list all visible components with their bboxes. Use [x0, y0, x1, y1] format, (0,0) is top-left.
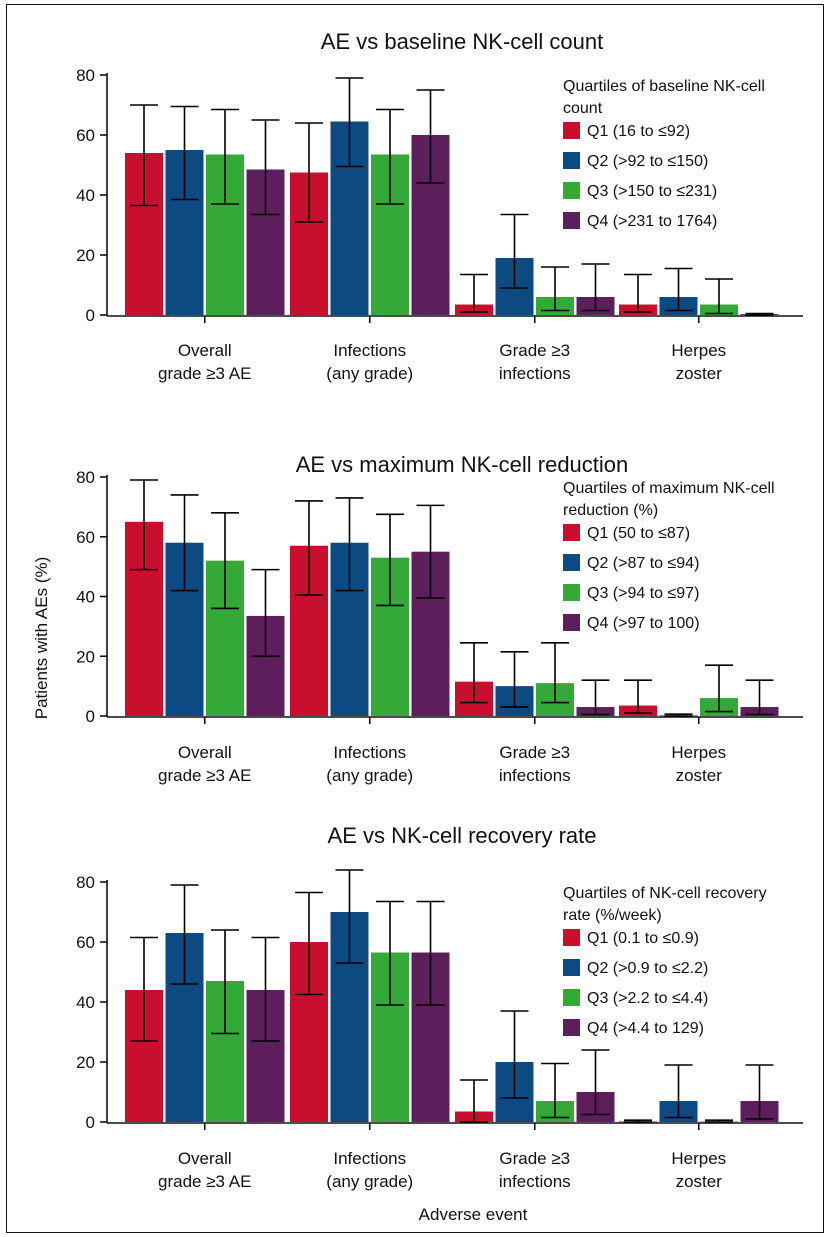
y-tick-label: 80 [76, 873, 95, 892]
x-category-label-line1: Herpes [671, 341, 726, 360]
y-tick-label: 40 [76, 993, 95, 1012]
x-axis-label: Adverse event [419, 1205, 528, 1224]
x-category-label-line2: (any grade) [326, 1172, 413, 1191]
chart-title: AE vs baseline NK-cell count [321, 29, 603, 54]
x-category-label-line2: infections [499, 766, 571, 785]
legend-title-line2: rate (%/week) [563, 907, 662, 924]
y-tick-label: 40 [76, 588, 95, 607]
y-tick-label: 40 [76, 186, 95, 205]
x-category-label-line2: grade ≥3 AE [158, 1172, 251, 1191]
legend-label-q1: Q1 (50 to ≤87) [587, 525, 690, 542]
x-category-label-line2: zoster [676, 364, 723, 383]
figure-svg: Patients with AEs (%) Adverse event AE v… [32, 29, 803, 1224]
legend-title-line1: Quartiles of NK-cell recovery [563, 885, 767, 902]
legend-swatch-q4 [563, 614, 580, 631]
legend-swatch-q4 [563, 212, 580, 229]
legend-swatch-q1 [563, 929, 580, 946]
chart-panel-2: AE vs maximum NK-cell reduction 0 20 40 60 80… [76, 452, 803, 785]
x-category-label-line1: Grade ≥3 [499, 1149, 570, 1168]
legend-title-line2: reduction (%) [563, 502, 658, 519]
y-tick-label: 0 [86, 306, 95, 325]
y-tick-label: 60 [76, 528, 95, 547]
legend-swatch-q4 [563, 1019, 580, 1036]
legend-swatch-q1 [563, 122, 580, 139]
legend-title-line1: Quartiles of maximum NK-cell [563, 480, 775, 497]
y-tick-label: 60 [76, 933, 95, 952]
y-tick-label: 80 [76, 66, 95, 85]
legend-swatch-q3 [563, 989, 580, 1006]
y-axis-label: Patients with AEs (%) [32, 557, 51, 720]
x-category-label-line1: Herpes [671, 743, 726, 762]
legend-swatch-q2 [563, 152, 580, 169]
x-category-label-line2: zoster [676, 1172, 723, 1191]
x-category-label-line2: (any grade) [326, 766, 413, 785]
x-category-label-line2: grade ≥3 AE [158, 364, 251, 383]
x-category-label-line2: infections [499, 364, 571, 383]
legend-label-q2: Q2 (>87 to ≤94) [587, 555, 699, 572]
x-category-label-line2: infections [499, 1172, 571, 1191]
x-category-label-line1: Infections [333, 743, 406, 762]
legend-swatch-q3 [563, 584, 580, 601]
x-category-label-line1: Overall [178, 743, 232, 762]
x-category-label-line1: Herpes [671, 1149, 726, 1168]
y-tick-label: 60 [76, 126, 95, 145]
legend-label-q1: Q1 (16 to ≤92) [587, 123, 690, 140]
x-category-label-line1: Infections [333, 341, 406, 360]
x-category-label-line2: grade ≥3 AE [158, 766, 251, 785]
legend-label-q3: Q3 (>2.2 to ≤4.4) [587, 990, 708, 1007]
chart-panel-3: AE vs NK-cell recovery rate 0 20 40 60 80 Over… [76, 823, 803, 1191]
y-tick-label: 20 [76, 1053, 95, 1072]
y-tick-label: 20 [76, 246, 95, 265]
chart-title: AE vs NK-cell recovery rate [328, 823, 597, 848]
x-category-label-line1: Overall [178, 1149, 232, 1168]
legend-title-line2: count [563, 100, 603, 117]
legend-swatch-q2 [563, 959, 580, 976]
x-category-label-line2: (any grade) [326, 364, 413, 383]
y-tick-label: 0 [86, 1113, 95, 1132]
legend-label-q4: Q4 (>97 to 100) [587, 615, 700, 632]
figure-frame: Patients with AEs (%) Adverse event AE v… [6, 4, 824, 1233]
chart-title: AE vs maximum NK-cell reduction [296, 452, 629, 477]
legend-label-q2: Q2 (>0.9 to ≤2.2) [587, 960, 708, 977]
legend-title-line1: Quartiles of baseline NK-cell [563, 78, 765, 95]
legend-swatch-q1 [563, 524, 580, 541]
x-category-label-line1: Overall [178, 341, 232, 360]
legend-label-q2: Q2 (>92 to ≤150) [587, 153, 708, 170]
legend-label-q3: Q3 (>150 to ≤231) [587, 183, 717, 200]
chart-panel-1: AE vs baseline NK-cell count 0 20 40 60 80 Ove… [76, 29, 803, 383]
y-tick-label: 80 [76, 468, 95, 487]
legend-swatch-q3 [563, 182, 580, 199]
legend-label-q4: Q4 (>4.4 to 129) [587, 1020, 704, 1037]
x-category-label-line1: Infections [333, 1149, 406, 1168]
y-tick-label: 20 [76, 647, 95, 666]
x-category-label-line1: Grade ≥3 [499, 743, 570, 762]
x-category-label-line1: Grade ≥3 [499, 341, 570, 360]
y-tick-label: 0 [86, 707, 95, 726]
x-category-label-line2: zoster [676, 766, 723, 785]
legend-label-q1: Q1 (0.1 to ≤0.9) [587, 930, 699, 947]
legend-swatch-q2 [563, 554, 580, 571]
legend-label-q4: Q4 (>231 to 1764) [587, 213, 717, 230]
legend-label-q3: Q3 (>94 to ≤97) [587, 585, 699, 602]
